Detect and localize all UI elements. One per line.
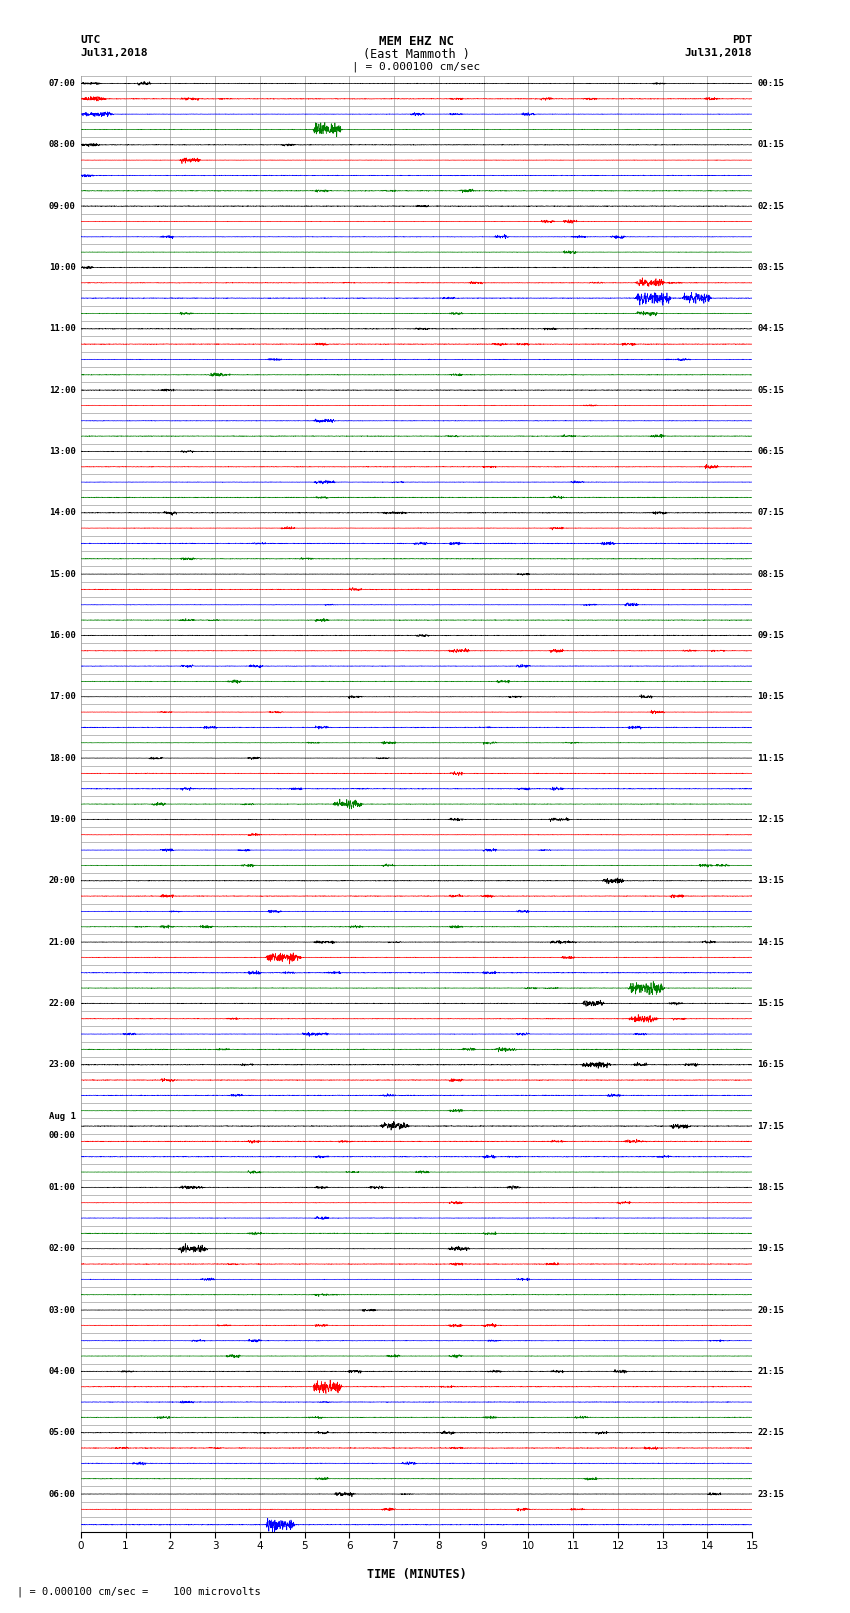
Text: Aug 1: Aug 1 [48, 1113, 76, 1121]
Text: 13:15: 13:15 [757, 876, 785, 886]
Text: TIME (MINUTES): TIME (MINUTES) [366, 1568, 467, 1581]
Text: 07:15: 07:15 [757, 508, 785, 518]
Text: 10:15: 10:15 [757, 692, 785, 702]
Text: 18:15: 18:15 [757, 1182, 785, 1192]
Text: 09:15: 09:15 [757, 631, 785, 640]
Text: 13:00: 13:00 [48, 447, 76, 456]
Text: 14:15: 14:15 [757, 937, 785, 947]
Text: (East Mammoth ): (East Mammoth ) [363, 48, 470, 61]
Text: Jul31,2018: Jul31,2018 [81, 48, 148, 58]
Text: 22:00: 22:00 [48, 998, 76, 1008]
Text: 05:15: 05:15 [757, 386, 785, 395]
Text: 17:00: 17:00 [48, 692, 76, 702]
Text: UTC: UTC [81, 35, 101, 45]
Text: | = 0.000100 cm/sec =    100 microvolts: | = 0.000100 cm/sec = 100 microvolts [17, 1586, 261, 1597]
Text: PDT: PDT [732, 35, 752, 45]
Text: 01:15: 01:15 [757, 140, 785, 150]
Text: 21:15: 21:15 [757, 1366, 785, 1376]
Text: 23:15: 23:15 [757, 1489, 785, 1498]
Text: 10:00: 10:00 [48, 263, 76, 273]
Text: 11:15: 11:15 [757, 753, 785, 763]
Text: 20:00: 20:00 [48, 876, 76, 886]
Text: 02:00: 02:00 [48, 1244, 76, 1253]
Text: 22:15: 22:15 [757, 1428, 785, 1437]
Text: 15:15: 15:15 [757, 998, 785, 1008]
Text: 23:00: 23:00 [48, 1060, 76, 1069]
Text: 06:00: 06:00 [48, 1489, 76, 1498]
Text: 18:00: 18:00 [48, 753, 76, 763]
Text: 02:15: 02:15 [757, 202, 785, 211]
Text: 07:00: 07:00 [48, 79, 76, 89]
Text: MEM EHZ NC: MEM EHZ NC [379, 35, 454, 48]
Text: Jul31,2018: Jul31,2018 [685, 48, 752, 58]
Text: 08:15: 08:15 [757, 569, 785, 579]
Text: 12:00: 12:00 [48, 386, 76, 395]
Text: 00:00: 00:00 [48, 1131, 76, 1140]
Text: 01:00: 01:00 [48, 1182, 76, 1192]
Text: 21:00: 21:00 [48, 937, 76, 947]
Text: 04:15: 04:15 [757, 324, 785, 334]
Text: 14:00: 14:00 [48, 508, 76, 518]
Text: 03:00: 03:00 [48, 1305, 76, 1315]
Text: 20:15: 20:15 [757, 1305, 785, 1315]
Text: 16:00: 16:00 [48, 631, 76, 640]
Text: 05:00: 05:00 [48, 1428, 76, 1437]
Text: 11:00: 11:00 [48, 324, 76, 334]
Text: 00:15: 00:15 [757, 79, 785, 89]
Text: 06:15: 06:15 [757, 447, 785, 456]
Text: 08:00: 08:00 [48, 140, 76, 150]
Text: 19:00: 19:00 [48, 815, 76, 824]
Text: 16:15: 16:15 [757, 1060, 785, 1069]
Text: 03:15: 03:15 [757, 263, 785, 273]
Text: 09:00: 09:00 [48, 202, 76, 211]
Text: 17:15: 17:15 [757, 1121, 785, 1131]
Text: | = 0.000100 cm/sec: | = 0.000100 cm/sec [353, 61, 480, 73]
Text: 19:15: 19:15 [757, 1244, 785, 1253]
Text: 04:00: 04:00 [48, 1366, 76, 1376]
Text: 15:00: 15:00 [48, 569, 76, 579]
Text: 12:15: 12:15 [757, 815, 785, 824]
